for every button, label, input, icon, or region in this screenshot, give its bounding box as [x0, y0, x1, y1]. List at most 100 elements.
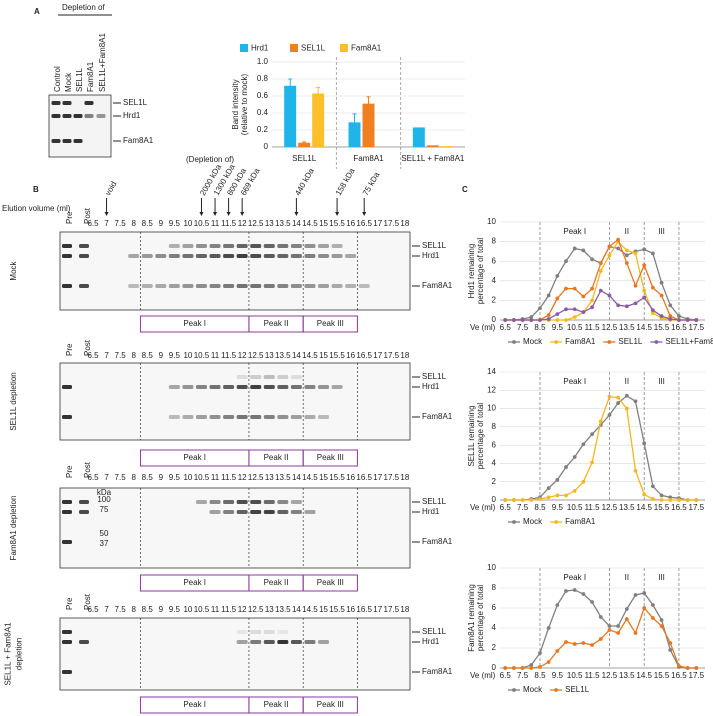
bar — [298, 142, 311, 147]
blot-band — [236, 375, 248, 379]
blot-band — [304, 385, 316, 389]
blot-band — [331, 244, 343, 248]
volume-label: 11.5 — [221, 605, 237, 614]
volume-label: 16 — [346, 219, 355, 228]
volume-label: 10 — [183, 473, 192, 482]
blot-band — [250, 244, 262, 248]
blot-band — [304, 254, 316, 258]
volume-label: 9.5 — [169, 219, 181, 228]
data-point — [642, 591, 647, 595]
data-point — [520, 318, 525, 322]
legend-label: SEL1L — [301, 44, 326, 53]
data-point — [546, 313, 551, 317]
x-tick-label: 14.5 — [636, 671, 652, 680]
volume-label: 11 — [211, 351, 220, 360]
data-point — [546, 317, 551, 321]
blot-band — [304, 415, 316, 419]
x-tick-label: SEL1L + Fam8A1 — [401, 154, 464, 163]
data-point — [650, 251, 655, 256]
blot-band — [62, 510, 72, 514]
blot-band — [263, 385, 275, 389]
blot-band — [236, 415, 248, 419]
blot-band — [155, 254, 167, 258]
x-axis-label: (Depletion of) — [186, 155, 234, 164]
y-tick-label: 4 — [492, 459, 497, 468]
blot-band — [263, 415, 275, 419]
blot-band — [168, 254, 180, 258]
data-point — [668, 303, 673, 308]
blot-band — [277, 375, 289, 379]
volume-label: 15 — [319, 219, 328, 228]
blot-band — [345, 254, 357, 258]
marker-arrowhead — [362, 212, 367, 216]
blot-band — [209, 284, 221, 288]
blot-band — [277, 244, 289, 248]
data-point — [581, 479, 586, 484]
peak-label: Peak I — [563, 377, 586, 386]
peak-label: III — [658, 227, 665, 236]
bar — [412, 127, 425, 147]
data-point — [624, 304, 629, 309]
x-tick-label: Fam8A1 — [353, 154, 383, 163]
blot-band — [250, 510, 262, 514]
blot-band — [250, 415, 262, 419]
blot-band — [263, 375, 275, 379]
x-tick-label: 16.5 — [671, 323, 687, 332]
data-point — [624, 617, 629, 621]
data-point — [624, 607, 629, 611]
blot-band — [236, 284, 248, 288]
band-label: Hrd1 — [422, 637, 440, 646]
blot-band — [318, 244, 330, 248]
data-point — [642, 288, 647, 293]
legend-label: SEL1L — [618, 337, 643, 346]
band-label: SEL1L — [422, 497, 447, 506]
volume-label: 8.5 — [142, 351, 154, 360]
data-point — [564, 493, 568, 498]
x-axis-label: Ve (ml) — [470, 323, 496, 332]
data-point — [581, 592, 586, 596]
volume-label: 15.5 — [329, 219, 345, 228]
y-tick-label: 0 — [492, 495, 497, 504]
y-tick-label: 6 — [492, 603, 497, 612]
volume-label: 14.5 — [302, 605, 318, 614]
data-point — [633, 399, 638, 404]
data-point — [633, 301, 638, 306]
blot-band — [195, 415, 207, 419]
volume-label: 13.5 — [275, 351, 291, 360]
blot-band — [250, 254, 262, 258]
volume-label: 14.5 — [302, 473, 318, 482]
volume-label: 16 — [346, 351, 355, 360]
data-point — [503, 498, 508, 502]
data-point — [668, 317, 673, 321]
band-label: Fam8A1 — [123, 136, 154, 145]
data-point — [572, 588, 577, 592]
x-tick-label: 7.5 — [517, 503, 529, 512]
data-point — [529, 666, 534, 670]
volume-label: 7.5 — [115, 473, 127, 482]
y-axis-label: SEL1L remaining — [467, 405, 476, 466]
legend-marker — [554, 520, 559, 524]
data-point — [659, 624, 664, 628]
blot-band — [263, 284, 275, 288]
y-tick-label: 4 — [492, 276, 497, 285]
data-point — [511, 318, 516, 322]
peak-label: Peak I — [183, 319, 206, 328]
volume-label: 12.5 — [248, 473, 264, 482]
volume-label: 13.5 — [275, 473, 291, 482]
blot-band — [62, 670, 72, 674]
data-point — [598, 269, 603, 273]
legend-marker — [654, 340, 659, 344]
peak-label: Peak II — [264, 453, 289, 462]
data-point — [555, 603, 560, 607]
blot-band — [182, 244, 194, 248]
blot-band — [263, 500, 275, 504]
data-point — [650, 616, 655, 620]
peak-label: Peak III — [317, 578, 344, 587]
y-axis-label: (relative to mock) — [240, 73, 249, 135]
blot-frame — [59, 487, 411, 569]
data-point — [555, 312, 560, 317]
peak-label: Peak II — [264, 319, 289, 328]
error-bar — [288, 78, 293, 93]
x-tick-label: 16.5 — [671, 671, 687, 680]
